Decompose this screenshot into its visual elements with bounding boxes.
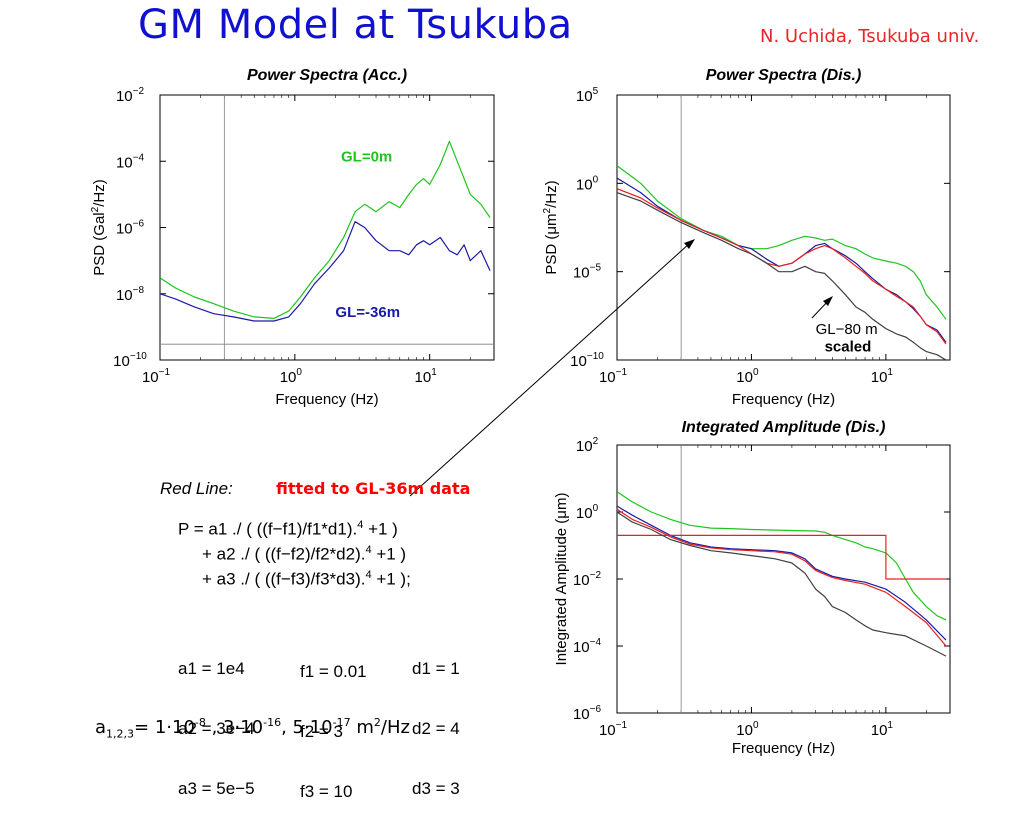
- y-axis-label: PSD (Gal2/Hz): [90, 179, 108, 275]
- x-tick-label: 10−1: [599, 367, 628, 386]
- x-tick-label: 100: [280, 367, 303, 386]
- param-d2: d2 = 4: [412, 719, 460, 738]
- psd-acc-chart: 10−1 100 101 10−10 10−8 10−6 10−4 10−2 Power Spe…: [90, 67, 495, 408]
- y-tick-label: 10−5: [573, 263, 602, 282]
- fit-arrow-line: [409, 242, 691, 497]
- chart-title: Power Spectra (Dis.): [706, 67, 862, 84]
- equation-line-3: + a3 ./ ( ((f−f3)/f3*d3).4 +1 );: [202, 569, 411, 589]
- series-group: [160, 140, 491, 322]
- y-tick-label: 10−4: [573, 637, 602, 656]
- x-tick-label: 100: [736, 720, 759, 739]
- x-axis-label: Frequency (Hz): [275, 391, 378, 408]
- x-tick-label: 101: [871, 367, 894, 386]
- y-tick-label: 10−10: [570, 351, 604, 370]
- charts-canvas: 10−1 100 101 10−10 10−8 10−6 10−4 10−2 Power Spe…: [90, 67, 951, 757]
- psd-dis-chart: 10−1 100 101 10−10 10−5 100 105 Power Spectra (…: [542, 67, 951, 408]
- param-a3: a3 = 5e−5: [178, 779, 255, 798]
- x-tick-label: 10−1: [599, 720, 628, 739]
- chart-annotation-0: GL−80 m: [816, 321, 878, 338]
- y-tick-label: 10−2: [116, 86, 145, 105]
- series-line-3: [617, 192, 947, 360]
- fit-arrow-head: [684, 239, 695, 249]
- chart-title: Power Spectra (Acc.): [247, 67, 407, 84]
- param-a2: a2 = 3e−4: [178, 719, 255, 738]
- red-line-label: Red Line:: [160, 479, 233, 498]
- y-tick-label: 10−4: [116, 152, 145, 171]
- red-line-description: fitted to GL-36m data: [276, 479, 471, 498]
- gl80-arrow-head: [823, 296, 833, 306]
- plot-frame: [159, 94, 495, 361]
- param-f1: f1 = 0.01: [300, 662, 367, 681]
- param-d1: d1 = 1: [412, 659, 460, 678]
- chart-annotation-1: GL=-36m: [335, 304, 400, 321]
- series-line-0: [160, 140, 491, 319]
- x-axis-label: Frequency (Hz): [732, 391, 835, 408]
- param-d3: d3 = 3: [412, 779, 460, 798]
- x-axis-label: Frequency (Hz): [732, 740, 835, 757]
- param-f3: f3 = 10: [300, 782, 353, 801]
- x-tick-label: 10−1: [142, 367, 171, 386]
- y-tick-label: 10−6: [573, 704, 602, 723]
- series-line-2: [617, 508, 947, 647]
- y-tick-label: 10−2: [573, 570, 602, 589]
- series-group: [617, 165, 947, 360]
- x-tick-label: 101: [871, 720, 894, 739]
- param-f2: f2 = 3: [300, 722, 344, 741]
- equation-line-2: + a2 ./ ( ((f−f2)/f2*d2).4 +1 ): [202, 544, 407, 564]
- arrow-overlay: [409, 239, 833, 497]
- x-tick-label: 100: [736, 367, 759, 386]
- y-tick-label: 10−8: [116, 285, 145, 304]
- plot-frame: [616, 94, 951, 361]
- y-tick-label: 100: [576, 503, 599, 522]
- param-d-column: d1 = 1 d2 = 4 d3 = 3: [412, 619, 460, 819]
- chart-annotation-0: GL=0m: [341, 148, 392, 165]
- series-line-2: [617, 188, 947, 345]
- y-tick-label: 100: [576, 174, 599, 193]
- chart-annotation-1: scaled: [825, 339, 872, 356]
- param-a1: a1 = 1e4: [178, 659, 245, 678]
- y-tick-label: 10−10: [113, 351, 147, 370]
- y-tick-label: 105: [576, 86, 599, 105]
- series-line-1: [160, 221, 491, 322]
- y-tick-label: 102: [576, 436, 599, 455]
- equation-line-1: P = a1 ./ ( ((f−f1)/f1*d1).4 +1 ): [178, 519, 398, 539]
- series-line-4: [617, 511, 947, 657]
- y-tick-label: 10−6: [116, 219, 145, 238]
- y-axis-label: Integrated Amplitude (μm): [553, 493, 570, 666]
- chart-title: Integrated Amplitude (Dis.): [682, 419, 886, 436]
- series-group: [617, 491, 947, 657]
- x-tick-label: 101: [415, 367, 438, 386]
- amplitude-note: a1,2,3= 1·10-8 , 3·10-16, 5·10-17 m2/Hz: [95, 716, 410, 741]
- y-axis-label: PSD (μm2/Hz): [542, 180, 560, 274]
- author-credit: N. Uchida, Tsukuba univ.: [760, 26, 980, 47]
- series-line-3: [617, 534, 946, 580]
- page-title: GM Model at Tsukuba: [138, 2, 573, 48]
- integrated-amplitude-chart: 10−1 100 101 10−6 10−4 10−2 100 102 Integrated A…: [553, 419, 951, 757]
